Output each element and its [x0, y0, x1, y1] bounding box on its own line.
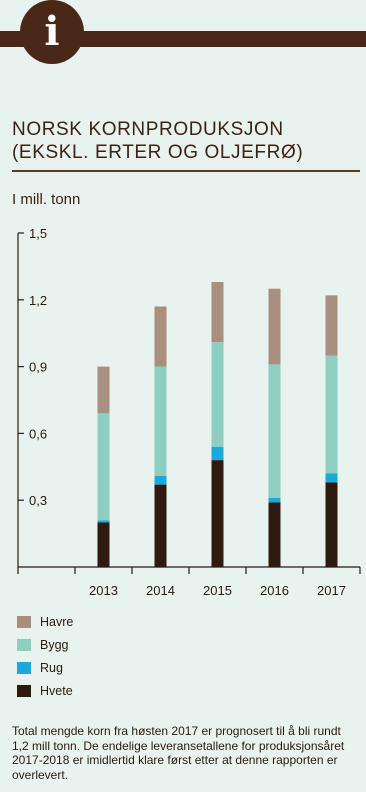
- bar-bygg-2017: [325, 355, 338, 474]
- bar-hvete-2015: [211, 460, 224, 567]
- legend-swatch: [17, 684, 31, 697]
- bar-havre-2013: [97, 366, 110, 414]
- bar-hvete-2016: [268, 502, 281, 567]
- legend-swatch: [17, 638, 31, 651]
- legend-item-havre: Havre: [17, 610, 73, 633]
- footnote: Total mengde korn fra høsten 2017 er pro…: [12, 724, 345, 782]
- bar-bygg-2016: [268, 364, 281, 498]
- chart-title-line2: (EKSKL. ERTER OG OLJEFRØ): [12, 142, 304, 163]
- chart-legend: Havre Bygg Rug Hvete: [17, 610, 73, 702]
- y-tick-label: 1,5: [29, 226, 47, 241]
- legend-label: Rug: [40, 660, 63, 675]
- bar-havre-2017: [325, 295, 338, 356]
- y-tick-label: 0,3: [29, 493, 47, 508]
- bar-rug-2016: [268, 497, 281, 503]
- bar-hvete-2014: [154, 484, 167, 567]
- bar-bygg-2013: [97, 413, 110, 521]
- bar-rug-2013: [97, 520, 110, 523]
- y-tick-label: 1,2: [29, 293, 47, 308]
- legend-label: Hvete: [40, 683, 73, 698]
- stacked-bar-chart: 0,3 0,6 0,9 1,2 1,5 2013 2014 2015 2016 2017: [17, 226, 361, 598]
- x-tick-label: 2015: [203, 583, 232, 598]
- legend-item-rug: Rug: [17, 656, 73, 679]
- chart-title: NORSK KORNPRODUKSJON (EKSKL. ERTER OG OL…: [12, 118, 352, 164]
- legend-swatch: [17, 661, 31, 674]
- bar-rug-2015: [211, 446, 224, 461]
- bar-rug-2017: [325, 473, 338, 483]
- x-tick-label: 2014: [146, 583, 175, 598]
- y-tick-label: 0,6: [29, 426, 47, 441]
- bar-havre-2015: [211, 281, 224, 343]
- info-icon-glyph: i: [44, 8, 60, 55]
- chart-title-line1: NORSK KORNPRODUKSJON: [12, 119, 284, 140]
- legend-item-hvete: Hvete: [17, 679, 73, 702]
- legend-swatch: [17, 615, 31, 628]
- bar-rug-2014: [154, 475, 167, 485]
- info-icon: i: [20, 0, 84, 64]
- bar-bygg-2014: [154, 366, 167, 476]
- legend-label: Bygg: [40, 637, 69, 652]
- legend-label: Havre: [40, 614, 74, 629]
- x-tick-label: 2017: [317, 583, 346, 598]
- y-tick-label: 0,9: [29, 360, 47, 375]
- x-tick-label: 2016: [260, 583, 289, 598]
- bar-havre-2014: [154, 306, 167, 367]
- bar-havre-2016: [268, 288, 281, 365]
- bar-hvete-2017: [325, 482, 338, 567]
- bar-hvete-2013: [97, 522, 110, 567]
- header-band: [0, 31, 366, 47]
- x-tick-label: 2013: [89, 583, 118, 598]
- legend-item-bygg: Bygg: [17, 633, 73, 656]
- title-divider: [12, 170, 360, 172]
- unit-label: I mill. tonn: [12, 191, 81, 208]
- bar-bygg-2015: [211, 342, 224, 447]
